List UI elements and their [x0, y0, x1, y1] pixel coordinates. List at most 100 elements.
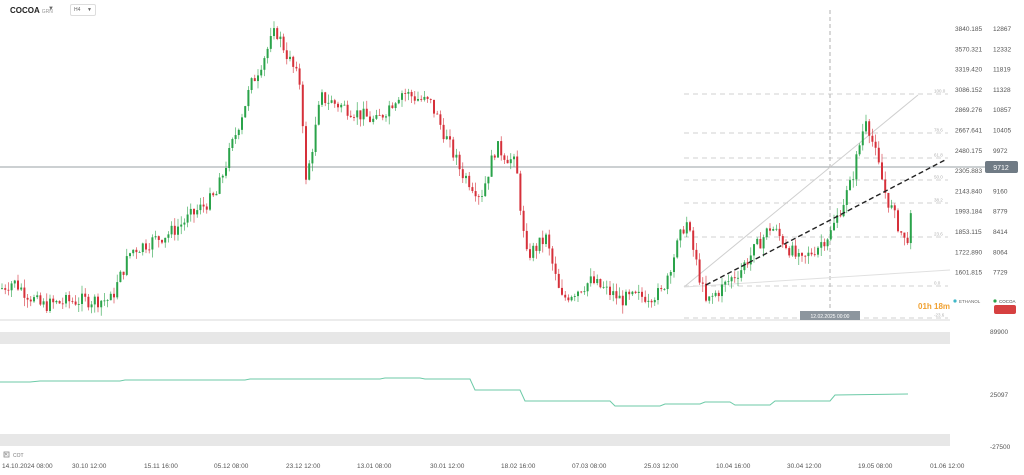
chevron-down-icon[interactable]: ▼ — [48, 6, 54, 12]
cot-close-icon[interactable]: ✕ — [4, 452, 8, 458]
candle-body — [90, 304, 93, 308]
candle-body — [103, 300, 106, 302]
candle-countdown: 01h 18m — [918, 302, 950, 311]
cocoa-legend-label[interactable]: COCOA — [999, 299, 1016, 304]
candle-body — [845, 190, 848, 205]
candle-body — [116, 282, 119, 298]
candle-body — [237, 129, 240, 136]
candle-body — [311, 152, 314, 164]
indicator-label: COT — [13, 453, 24, 459]
candle-body — [535, 245, 538, 251]
candle-body — [541, 237, 544, 245]
candle-body — [244, 106, 247, 118]
timeframe-selector[interactable]: H4 ▼ — [70, 4, 96, 16]
candle-body — [20, 287, 23, 290]
candle-body — [356, 110, 359, 118]
candle-body — [612, 291, 615, 296]
candle-body — [61, 303, 64, 305]
candle-body — [180, 224, 183, 227]
candle-body — [55, 300, 58, 303]
candle-body — [756, 238, 759, 245]
candle-body — [410, 91, 413, 97]
candle-body — [596, 279, 599, 284]
candle-body — [817, 247, 819, 255]
candle-body — [497, 141, 499, 158]
candle-body — [17, 280, 19, 290]
time-tick: 05.12 08:00 — [214, 463, 249, 470]
candle-body — [516, 156, 519, 174]
candle-body — [765, 228, 768, 238]
candle-body — [753, 244, 755, 256]
candle-body — [420, 98, 423, 100]
candle-body — [282, 36, 285, 51]
candle-body — [855, 154, 858, 180]
trend-line[interactable] — [705, 159, 946, 286]
candle-body — [545, 234, 547, 245]
candle-body — [509, 159, 512, 164]
candle-body — [826, 239, 829, 247]
candle-body — [660, 288, 663, 290]
symbol-selector[interactable]: COCOA GRN — [10, 6, 53, 15]
candle-body — [349, 115, 352, 118]
price-tick-secondary: 8779 — [993, 209, 1008, 216]
candle-body — [730, 277, 733, 282]
candle-body — [23, 287, 26, 298]
candle-body — [417, 98, 419, 101]
candle-body — [276, 28, 279, 39]
candle-body — [564, 294, 567, 298]
candle-body — [737, 277, 739, 279]
candle-body — [525, 230, 528, 250]
candle-body — [445, 136, 448, 140]
candle-body — [93, 296, 96, 305]
candle-body — [791, 245, 794, 256]
candle-body — [529, 249, 531, 258]
candle-body — [145, 243, 147, 250]
candle-body — [727, 281, 730, 283]
candle-body — [279, 36, 282, 39]
price-tick: 1993.184 — [955, 209, 982, 216]
candle-body — [701, 282, 704, 284]
candle-body — [813, 254, 816, 256]
fib-level-label: -23.6 — [934, 313, 945, 318]
candle-body — [778, 228, 781, 237]
candle-body — [631, 291, 634, 295]
candle-body — [314, 124, 317, 153]
candle-body — [513, 156, 515, 160]
symbol-name: COCOA — [10, 6, 40, 15]
candle-body — [330, 100, 333, 103]
candle-body — [49, 298, 51, 311]
candle-body — [689, 222, 691, 231]
candle-body — [327, 102, 330, 104]
channel-upper-line[interactable] — [683, 94, 919, 288]
crosshair-date-label: 12.02.2025 00:00 — [811, 314, 850, 320]
channel-lower-line[interactable] — [683, 269, 951, 288]
candle-body — [247, 89, 250, 107]
candle-body — [657, 288, 659, 301]
candle-body — [519, 173, 522, 211]
price-tick: 2305.883 — [955, 168, 982, 175]
candle-body — [503, 155, 506, 160]
price-tick: 1722.890 — [955, 249, 982, 256]
indicator-band-bottom — [0, 434, 950, 446]
indicator-settings-icon[interactable] — [3, 451, 10, 458]
candle-body — [810, 252, 813, 255]
candle-body — [234, 135, 237, 140]
candle-body — [100, 300, 103, 308]
ethanol-legend-label[interactable]: ETHANOL — [959, 299, 981, 304]
candle-body — [890, 205, 893, 208]
candle-body — [433, 99, 435, 114]
candle-body — [804, 255, 807, 257]
candle-body — [769, 228, 771, 231]
candle-body — [164, 237, 167, 243]
fibonacci-retracement[interactable]: 100.0 78.6 61.8 50.0 38.2 23.6 0.0 -23.6 — [684, 89, 948, 319]
candle-body — [570, 296, 573, 301]
candle-body — [1, 288, 3, 289]
candle-body — [634, 291, 637, 293]
candle-body — [551, 248, 554, 264]
candle-body — [298, 68, 301, 85]
candle-body — [273, 28, 275, 37]
candle-body — [372, 118, 375, 122]
candle-body — [781, 236, 784, 245]
candle-body — [212, 193, 215, 196]
